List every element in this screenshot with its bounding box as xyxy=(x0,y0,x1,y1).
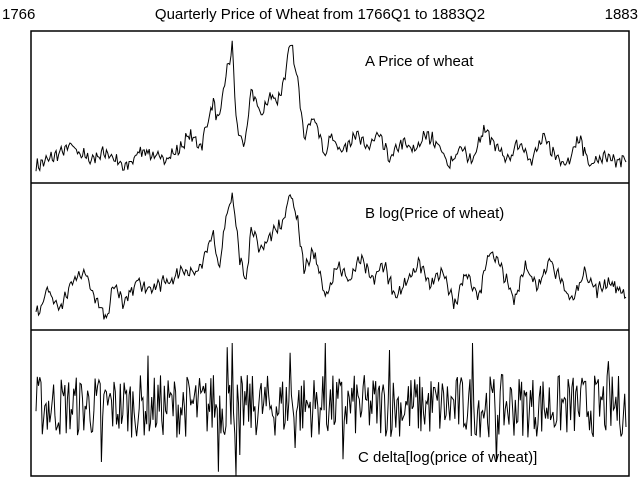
panel-label-b: B log(Price of wheat) xyxy=(365,205,504,222)
chart-title: Quarterly Price of Wheat from 1766Q1 to … xyxy=(154,6,486,23)
panel-label-a: A Price of wheat xyxy=(365,53,474,70)
x-end-label: 1883 xyxy=(604,6,638,23)
series-line-log-price-of-wheat xyxy=(35,192,627,320)
series-line-delta-log-price xyxy=(35,342,627,477)
plot-frame xyxy=(30,30,630,477)
x-start-label: 1766 xyxy=(2,6,36,23)
panel-label-c: C delta[log(price of wheat)] xyxy=(358,449,537,466)
series-line-price-of-wheat xyxy=(35,40,627,173)
